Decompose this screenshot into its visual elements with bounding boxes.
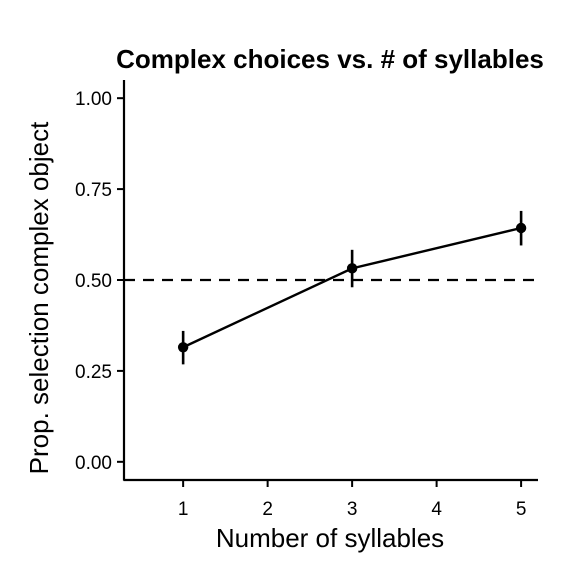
y-tick-label: 0.00 bbox=[75, 453, 112, 474]
y-tick-label: 0.25 bbox=[75, 362, 112, 383]
x-axis-title: Number of syllables bbox=[216, 523, 444, 553]
x-tick-label: 5 bbox=[516, 499, 527, 520]
y-tick-label: 0.75 bbox=[75, 180, 112, 201]
y-axis-title: Prop. selection complex object bbox=[24, 121, 54, 474]
chart-title: Complex choices vs. # of syllables bbox=[116, 44, 544, 74]
series-line bbox=[182, 226, 522, 349]
axes: 0.00 0.25 0.50 0.75 1.00 1 2 3 4 5 bbox=[75, 80, 538, 520]
y-tick-label: 1.00 bbox=[75, 89, 112, 110]
data-point bbox=[177, 342, 189, 353]
y-tick-label: 0.50 bbox=[75, 271, 112, 292]
x-tick-label: 4 bbox=[431, 499, 442, 520]
x-tick-label: 2 bbox=[262, 499, 273, 520]
data-point bbox=[346, 263, 358, 274]
x-tick-label: 1 bbox=[178, 499, 189, 520]
data-point bbox=[515, 222, 527, 234]
x-tick-label: 3 bbox=[347, 499, 358, 520]
series-group bbox=[177, 210, 527, 365]
